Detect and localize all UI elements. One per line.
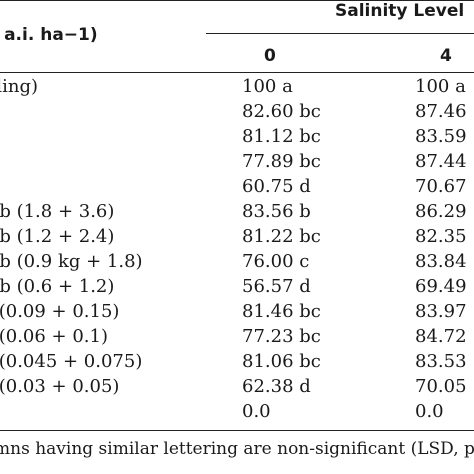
table-row: 60.75 d 70.67 <box>0 176 474 199</box>
table-bottom-rule <box>0 430 474 431</box>
salinity-0-cell: 82.60 bc <box>242 101 321 122</box>
salinity-0-cell: 100 a <box>242 76 293 97</box>
salinity-level-header: Salinity Level <box>335 1 465 21</box>
salinity-0-cell: 56.57 d <box>242 276 311 297</box>
salinity-0-cell: 83.56 b <box>242 201 311 222</box>
salinity-4-cell: 87.46 <box>415 101 467 122</box>
treatment-cell: arb (1.2 + 2.4) <box>0 226 115 247</box>
salinity-4-cell: 84.72 <box>415 326 467 347</box>
table-row: 81.12 bc 83.59 <box>0 126 474 149</box>
treatment-cell: arb (0.6 + 1.2) <box>0 276 115 297</box>
salinity-0-cell: 77.89 bc <box>242 151 321 172</box>
header-bottom-rule <box>0 72 474 73</box>
salinity-0-cell: 81.12 bc <box>242 126 321 147</box>
table-row: A (0.09 + 0.15) 81.46 bc 83.97 <box>0 301 474 324</box>
salinity-0-cell: 81.22 bc <box>242 226 321 247</box>
table-row: eding) 100 a 100 a <box>0 76 474 99</box>
salinity-0-cell: 81.46 bc <box>242 301 321 322</box>
salinity-4-cell: 100 a <box>415 76 466 97</box>
table-row: 0.0 0.0 <box>0 401 474 424</box>
treatment-cell: A (0.03 + 0.05) <box>0 376 120 397</box>
salinity-0-cell: 76.00 c <box>242 251 310 272</box>
table-row: arb (1.2 + 2.4) 81.22 bc 82.35 <box>0 226 474 249</box>
table-row: arb (0.6 + 1.2) 56.57 d 69.49 <box>0 276 474 299</box>
salinity-4-cell: 0.0 <box>415 401 444 422</box>
salinity-0-cell: 81.06 bc <box>242 351 321 372</box>
header-subrule <box>206 33 474 34</box>
salinity-0-cell: 60.75 d <box>242 176 311 197</box>
level-0-header: 0 <box>264 46 276 66</box>
treatment-cell: A (0.045 + 0.075) <box>0 351 143 372</box>
salinity-4-cell: 83.59 <box>415 126 467 147</box>
table-row: A (0.06 + 0.1) 77.23 bc 84.72 <box>0 326 474 349</box>
salinity-0-cell: 0.0 <box>242 401 271 422</box>
treatment-cell: arb (1.8 + 3.6) <box>0 201 115 222</box>
salinity-4-cell: 69.49 <box>415 276 467 297</box>
footnote: mns having similar lettering are non-sig… <box>0 439 474 459</box>
top-rule <box>0 0 474 1</box>
table-row: 82.60 bc 87.46 <box>0 101 474 124</box>
salinity-4-cell: 83.84 <box>415 251 467 272</box>
table-row: A (0.03 + 0.05) 62.38 d 70.05 <box>0 376 474 399</box>
table-row: 77.89 bc 87.44 <box>0 151 474 174</box>
salinity-4-cell: 70.05 <box>415 376 467 397</box>
unit-header: g a.i. ha−1) <box>0 25 98 45</box>
treatment-cell: arb (0.9 kg + 1.8) <box>0 251 143 272</box>
treatment-cell: eding) <box>0 76 39 97</box>
salinity-4-cell: 83.53 <box>415 351 467 372</box>
table-row: arb (1.8 + 3.6) 83.56 b 86.29 <box>0 201 474 224</box>
salinity-0-cell: 77.23 bc <box>242 326 321 347</box>
salinity-4-cell: 83.97 <box>415 301 467 322</box>
salinity-4-cell: 87.44 <box>415 151 467 172</box>
table-row: A (0.045 + 0.075) 81.06 bc 83.53 <box>0 351 474 374</box>
treatment-cell: A (0.09 + 0.15) <box>0 301 120 322</box>
salinity-4-cell: 70.67 <box>415 176 467 197</box>
salinity-4-cell: 86.29 <box>415 201 467 222</box>
level-4-header: 4 <box>440 46 452 66</box>
salinity-4-cell: 82.35 <box>415 226 467 247</box>
treatment-cell: A (0.06 + 0.1) <box>0 326 108 347</box>
salinity-0-cell: 62.38 d <box>242 376 311 397</box>
table-row: arb (0.9 kg + 1.8) 76.00 c 83.84 <box>0 251 474 274</box>
